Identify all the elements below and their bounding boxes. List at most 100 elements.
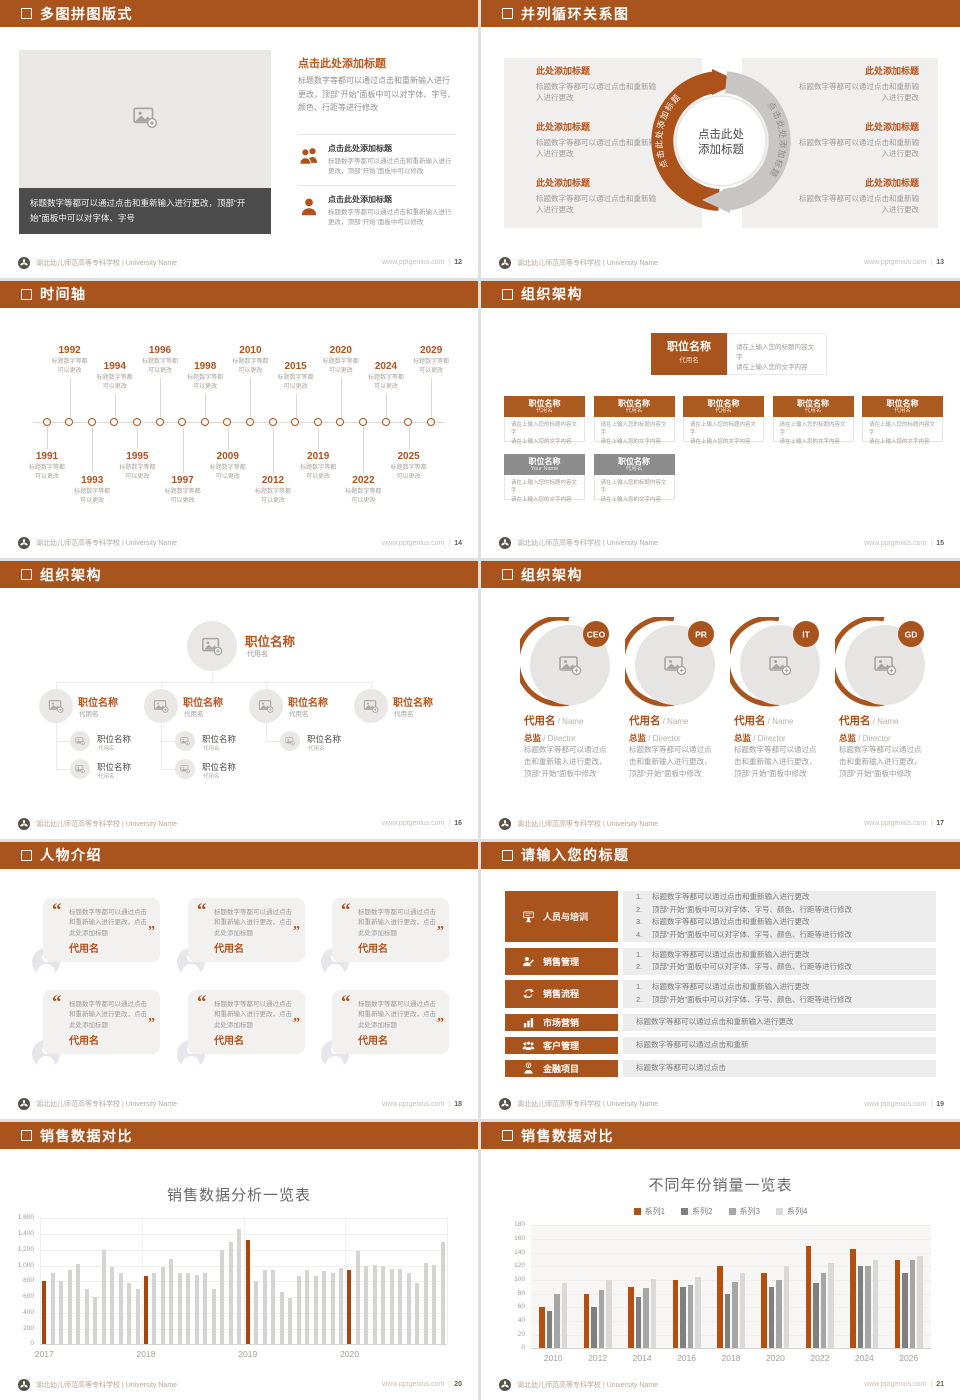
grid-line-vertical bbox=[141, 1218, 143, 1345]
image-caption: 标题数字等都可以通过点击和重新输入进行更改，顶部“开始”面板中可以对字体、字号 bbox=[19, 188, 271, 234]
slide-17[interactable]: 组织架构 CEO 代用名 / Name 总监 / Director 标题数字等都可以通… bbox=[481, 561, 960, 839]
footer-divider: | bbox=[930, 1100, 933, 1108]
agenda-line-number: 4. bbox=[636, 929, 643, 939]
agenda-rows: 人员与培训 1. 标题数字等都可以通过点击和重新输入进行更改 2. 顶部“开始”面板中可… bbox=[481, 842, 959, 1120]
image-placeholder[interactable] bbox=[175, 759, 195, 780]
badge-label: GD bbox=[905, 630, 918, 640]
slide-header: 人物介绍 bbox=[0, 841, 478, 869]
bar bbox=[364, 1265, 369, 1345]
timeline-year: 2025 bbox=[397, 450, 420, 462]
image-placeholder[interactable] bbox=[19, 50, 271, 188]
bar-系列2 bbox=[724, 1293, 730, 1349]
image-placeholder[interactable] bbox=[70, 759, 90, 780]
slide-12[interactable]: 多图拼图版式 标题数字等都可以通过点击和重新输入进行更改，顶部“开始”面板中可以… bbox=[0, 0, 478, 278]
quote-card: “ 标题数字等都可以通过点击和重新输入进行更改，点击此处添加标题” 代用名 bbox=[188, 897, 305, 962]
square-bullet-icon bbox=[502, 288, 513, 300]
slide-title: 请输入您的标题 bbox=[521, 847, 630, 864]
footer-school-name: 湖北幼儿师范高等专科学校 | University Name bbox=[517, 1381, 659, 1389]
cycle-item-text: 标题数字等都可以通过点击和重新输入进行更改 bbox=[536, 194, 656, 214]
agenda-label-process[interactable]: 销售流程 bbox=[505, 979, 618, 1008]
member-card: GD 代用名 / Name 总监 / Director 标题数字等都可以通过点击和重新… bbox=[829, 615, 927, 778]
slide-header: 组织架构 bbox=[481, 561, 960, 589]
member-desc: 标题数字等都可以通过点击和重新输入进行更改，顶部“开始”面板中修改 bbox=[524, 745, 607, 779]
slide-14[interactable]: 时间轴 1991 标题数字等都 可以更改 1992 标题数字等都 可以更改 1993 标题数字… bbox=[0, 280, 478, 559]
agenda-label-sales[interactable]: 销售管理 bbox=[505, 947, 618, 975]
slide-18[interactable]: 人物介绍 “标题数字等都可以通过点击和重新输入进行更改，点击此处添加标题” 代用名… bbox=[0, 841, 478, 1120]
page-number: 20 bbox=[454, 1381, 462, 1389]
square-bullet-icon bbox=[502, 849, 513, 861]
agenda-label-training[interactable]: 人员与培训 bbox=[505, 890, 618, 942]
slide-20[interactable]: 销售数据对比 销售数据分析一览表 0 200 400 600 800 1,000 1,200… bbox=[0, 1122, 478, 1400]
timeline-node-icon bbox=[404, 418, 413, 427]
x-axis-label: 2020 bbox=[765, 1353, 785, 1364]
footer-divider: | bbox=[448, 1100, 451, 1108]
timeline-connector bbox=[273, 426, 274, 473]
timeline-connector bbox=[318, 426, 320, 449]
bar bbox=[143, 1275, 148, 1345]
agenda-label-customer[interactable]: 客户管理 bbox=[505, 1036, 618, 1054]
page-number: 21 bbox=[936, 1381, 944, 1389]
image-placeholder[interactable] bbox=[39, 689, 73, 724]
slide-13[interactable]: 并列循环关系图 此处添加标题 标题数字等都可以通过点击和重新输入进行更改 此处添加标… bbox=[481, 0, 960, 278]
cycle-item-title: 此处添加标题 bbox=[864, 66, 919, 76]
bar bbox=[440, 1241, 445, 1345]
image-placeholder[interactable] bbox=[70, 731, 90, 752]
slide-19[interactable]: 请输入您的标题 人员与培训 1. 标题数字等都可以通过点击和重新输入进行更改 2. 顶部… bbox=[481, 841, 960, 1120]
close-quote-icon: ” bbox=[148, 923, 155, 939]
timeline-caption: 标题数字等都 可以更改 bbox=[74, 488, 111, 504]
image-placeholder-icon bbox=[559, 656, 582, 676]
org-connector bbox=[161, 723, 162, 770]
org-child-title: 职位名称 bbox=[202, 734, 237, 745]
slide-15[interactable]: 组织架构 职位名称 代用名 请在上输入您的标题内容文字 请在上输入您的文字内容 … bbox=[481, 280, 960, 559]
bar bbox=[355, 1250, 360, 1345]
sales-icon-wrap bbox=[522, 955, 535, 968]
image-placeholder[interactable] bbox=[354, 689, 388, 724]
bar-系列3 bbox=[865, 1266, 871, 1349]
member-avatar[interactable]: PR bbox=[619, 615, 717, 709]
agenda-line-number: 2. bbox=[636, 994, 643, 1004]
feature-text: 点击此处添加标题 标题数字等都可以通过点击和重新输入进行更改，顶部“开始”面板中可… bbox=[328, 194, 456, 228]
image-placeholder[interactable] bbox=[187, 621, 237, 672]
slide-16[interactable]: 组织架构 职位名称 代用名 职位名称 代用名 职位名称 代用名 职位名称 代用名 职位名称 代用名… bbox=[0, 561, 478, 839]
chart-legend: 系列1 系列2 系列3 系列4 bbox=[481, 1206, 960, 1217]
org-card: 职位名称 代用名 请在上输入您的标题内容文字 请在上输入您的文字内容 bbox=[683, 395, 764, 445]
image-placeholder[interactable] bbox=[249, 689, 283, 724]
org-branch-sub: 代用名 bbox=[289, 711, 309, 719]
slide-21[interactable]: 销售数据对比 不同年份销量一览表 系列1 系列2 系列3 系列4 0 20 40 60 80 1… bbox=[481, 1122, 960, 1400]
slide-footer: 湖北幼儿师范高等专科学校 | University Name www.pptgen… bbox=[18, 1378, 462, 1392]
slide-header: 时间轴 bbox=[0, 280, 478, 308]
timeline-axis bbox=[33, 422, 445, 424]
feature-desc: 标题数字等都可以通过点击和重新输入进行更改，顶部“开始”面板中可以修改 bbox=[328, 158, 452, 175]
timeline: 1991 标题数字等都 可以更改 1992 标题数字等都 可以更改 1993 标题数字等都 可以… bbox=[0, 281, 478, 559]
image-placeholder[interactable] bbox=[175, 731, 195, 752]
agenda-line: 1. 标题数字等都可以通过点击和重新输入进行更改 bbox=[636, 949, 936, 962]
image-placeholder[interactable] bbox=[280, 731, 300, 752]
org-card-body: 请在上输入您的标题内容文字 请在上输入您的文字内容 bbox=[504, 474, 585, 503]
feature-item: 点击此处添加标题 标题数字等都可以通过点击和重新输入进行更改，顶部“开始”面板中可… bbox=[298, 134, 456, 177]
member-avatar[interactable]: IT bbox=[724, 615, 822, 709]
square-bullet-icon bbox=[21, 569, 32, 581]
bar bbox=[262, 1269, 267, 1345]
timeline-caption: 标题数字等都 可以更改 bbox=[96, 374, 133, 390]
y-axis-label: 140 bbox=[514, 1248, 525, 1256]
member-avatar[interactable]: GD bbox=[829, 615, 927, 709]
slide-title: 销售数据对比 bbox=[40, 1127, 133, 1144]
agenda-label-finance[interactable]: 金融项目 bbox=[505, 1059, 618, 1077]
timeline-caption: 标题数字等都 可以更改 bbox=[28, 464, 65, 480]
timeline-year: 1993 bbox=[81, 474, 104, 486]
y-axis-label: 60 bbox=[517, 1303, 525, 1311]
timeline-node-icon bbox=[223, 418, 232, 427]
y-axis-label: 600 bbox=[23, 1293, 34, 1301]
legend-swatch bbox=[728, 1208, 736, 1216]
bar-系列4 bbox=[606, 1280, 612, 1349]
member-avatar[interactable]: CEO bbox=[514, 615, 612, 709]
bar bbox=[135, 1289, 140, 1345]
timeline-connector bbox=[250, 377, 252, 420]
agenda-label-text: 人员与培训 bbox=[543, 911, 589, 922]
agenda-label-market[interactable]: 市场营销 bbox=[505, 1013, 618, 1031]
org-connector bbox=[56, 682, 57, 690]
image-placeholder[interactable] bbox=[144, 689, 178, 724]
bar-系列1 bbox=[850, 1249, 856, 1349]
timeline-node-icon bbox=[132, 418, 141, 427]
bar-系列4 bbox=[828, 1262, 834, 1349]
